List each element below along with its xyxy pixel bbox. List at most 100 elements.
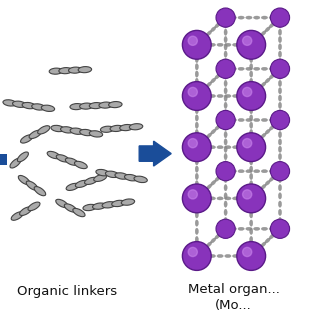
Ellipse shape [224,102,227,108]
Ellipse shape [233,146,239,149]
Circle shape [243,36,252,45]
Ellipse shape [219,19,224,24]
Ellipse shape [75,161,87,169]
Ellipse shape [261,242,266,247]
Ellipse shape [195,188,198,194]
Ellipse shape [22,102,36,109]
Ellipse shape [195,93,198,99]
Ellipse shape [225,146,231,149]
Ellipse shape [217,197,223,200]
Ellipse shape [224,66,227,72]
Ellipse shape [222,118,229,122]
Ellipse shape [201,94,208,98]
Circle shape [188,87,197,97]
Ellipse shape [250,151,253,158]
Ellipse shape [209,94,215,98]
Ellipse shape [129,124,143,130]
Circle shape [243,190,252,199]
Ellipse shape [278,124,282,131]
Ellipse shape [12,101,26,108]
Ellipse shape [219,121,224,126]
Ellipse shape [273,19,278,24]
Ellipse shape [20,135,33,143]
Ellipse shape [278,168,282,174]
Circle shape [188,247,197,257]
Ellipse shape [207,133,212,138]
Ellipse shape [224,124,227,131]
Ellipse shape [224,95,227,101]
Ellipse shape [253,170,260,173]
Ellipse shape [278,73,282,79]
Ellipse shape [26,181,38,190]
Ellipse shape [64,204,76,212]
Ellipse shape [250,204,253,210]
Ellipse shape [215,74,220,79]
Ellipse shape [96,169,109,176]
Ellipse shape [273,230,278,235]
Ellipse shape [238,227,244,230]
Ellipse shape [224,193,227,199]
Ellipse shape [277,227,283,230]
Ellipse shape [49,68,63,74]
Ellipse shape [250,93,253,99]
Ellipse shape [20,207,32,215]
Ellipse shape [250,42,253,48]
Ellipse shape [195,151,198,158]
Ellipse shape [217,146,223,149]
Ellipse shape [56,155,69,162]
Ellipse shape [100,126,114,132]
Ellipse shape [32,104,45,110]
Ellipse shape [278,139,282,145]
Ellipse shape [278,217,282,224]
Ellipse shape [278,66,282,72]
Ellipse shape [195,144,198,150]
Circle shape [216,162,235,181]
Ellipse shape [248,197,254,200]
Ellipse shape [250,195,253,202]
Ellipse shape [273,70,278,75]
Circle shape [237,30,266,59]
Ellipse shape [250,144,253,150]
Circle shape [243,247,252,257]
Ellipse shape [195,71,198,77]
Ellipse shape [238,118,244,122]
Ellipse shape [278,185,282,191]
Ellipse shape [269,170,276,173]
Ellipse shape [115,173,128,179]
Ellipse shape [195,144,198,150]
Ellipse shape [225,197,231,200]
Ellipse shape [250,195,253,202]
Ellipse shape [253,90,258,95]
Ellipse shape [278,209,282,215]
Ellipse shape [240,43,247,46]
Ellipse shape [224,168,227,174]
Ellipse shape [250,144,253,150]
Ellipse shape [195,122,198,128]
Ellipse shape [195,228,198,235]
Ellipse shape [278,29,282,36]
Circle shape [188,139,197,148]
Ellipse shape [269,74,274,79]
Ellipse shape [195,137,198,143]
Ellipse shape [240,254,247,258]
Ellipse shape [224,117,227,123]
Text: (Mo...: (Mo... [215,299,252,312]
Ellipse shape [56,199,68,208]
Ellipse shape [250,236,253,243]
Ellipse shape [124,174,138,181]
Ellipse shape [269,23,274,28]
Ellipse shape [257,86,262,91]
Circle shape [243,139,252,148]
Ellipse shape [248,146,254,149]
Ellipse shape [66,183,79,190]
Ellipse shape [240,94,247,98]
Ellipse shape [195,64,198,70]
FancyArrow shape [139,141,171,166]
Ellipse shape [203,188,208,193]
Ellipse shape [224,51,227,57]
Ellipse shape [249,93,254,99]
Ellipse shape [246,67,252,70]
Ellipse shape [230,227,236,230]
Ellipse shape [78,67,92,73]
Ellipse shape [246,118,252,122]
